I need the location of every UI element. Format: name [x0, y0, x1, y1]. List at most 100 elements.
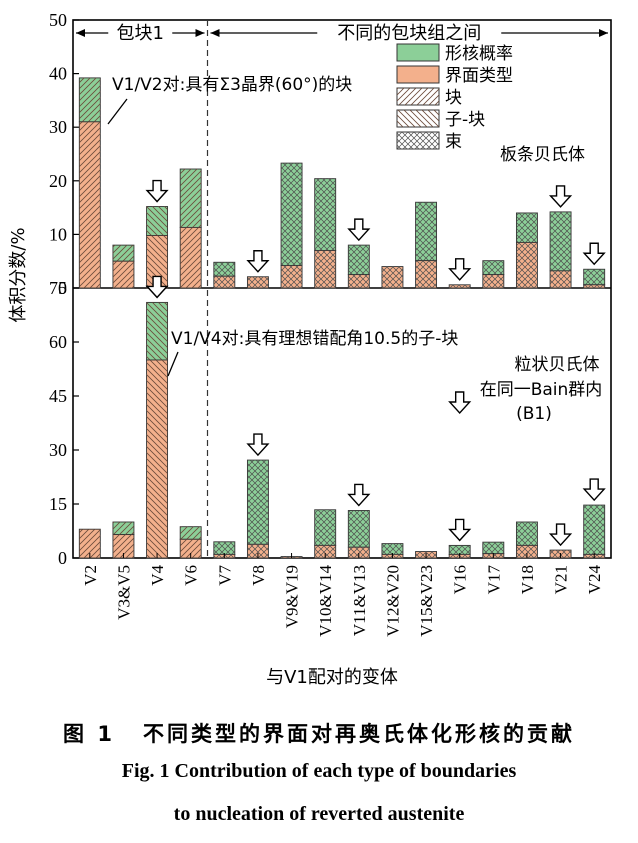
x-tick-label: V15&V23	[417, 565, 436, 637]
down-arrow-bottom	[548, 523, 573, 547]
bar-top-nucleation-pattern	[79, 77, 101, 122]
bar-top-nucleation-pattern	[112, 245, 134, 262]
bar-bottom-nucleation-pattern	[381, 543, 403, 555]
x-tick-label: V9&V19	[283, 565, 302, 628]
x-tick-label: V24	[585, 565, 604, 595]
bar-top-nucleation-pattern	[146, 206, 168, 236]
bar-top-nucleation-pattern	[348, 245, 370, 275]
bar-top-nucleation-pattern	[482, 260, 504, 275]
region-left-arrow-left	[76, 29, 85, 37]
bar-bottom-interface-pattern	[146, 360, 168, 558]
bar-bottom-nucleation-pattern	[583, 505, 605, 555]
bar-bottom-nucleation-pattern	[180, 526, 202, 540]
bar-bottom-nucleation-pattern	[112, 522, 134, 535]
bar-top-interface-pattern	[213, 276, 235, 288]
x-tick-label: V6	[182, 565, 201, 586]
region-left-arrow-right	[195, 29, 205, 37]
y-tick-label-top: 50	[49, 10, 67, 30]
bar-top-interface-pattern	[112, 261, 134, 288]
x-tick-label: V3&V5	[114, 565, 133, 620]
y-tick-label-bottom: 45	[49, 386, 67, 406]
down-arrow-bottom	[347, 483, 371, 507]
y-tick-label-top: 20	[49, 171, 67, 191]
bar-bottom-interface-pattern	[79, 529, 101, 558]
panel-title-granular-bainite: 粒状贝氏体	[515, 355, 600, 375]
bar-bottom-interface-pattern	[112, 534, 134, 558]
bar-bottom-interface-pattern	[516, 545, 538, 558]
x-axis-label: 与V1配对的变体	[266, 667, 398, 688]
bar-top-interface-pattern	[281, 265, 303, 288]
bar-bottom-nucleation-pattern	[146, 302, 168, 360]
y-tick-label-top: 10	[49, 224, 67, 244]
annotation-v1-v2-leader	[107, 98, 128, 125]
region-label-left-bg	[108, 22, 173, 43]
legend-label-interface: 界面类型	[445, 66, 513, 86]
figure-caption-en-line1: Fig. 1 Contribution of each type of boun…	[121, 760, 517, 782]
legend-swatch-pattern-subblock	[397, 110, 439, 127]
bar-bottom-nucleation-pattern	[348, 510, 370, 548]
legend-label-packet: 束	[445, 132, 462, 152]
figure-caption-zh: 图 1 不同类型的界面对再奥氏体化形核的贡献	[0, 718, 638, 748]
region-label-left: 包块1	[117, 23, 164, 44]
x-tick-label: V16	[451, 565, 470, 594]
y-tick-label-bottom: 30	[49, 440, 67, 460]
y-tick-label-top: 0	[58, 278, 67, 298]
bar-top-interface-pattern	[415, 260, 437, 288]
annotation-v1-v4: V1/V4对:具有理想错配角10.5的子-块	[171, 329, 458, 349]
y-tick-label-bottom: 0	[58, 548, 67, 568]
down-arrow-top	[145, 179, 169, 203]
bar-bottom-nucleation-pattern	[449, 545, 471, 555]
panel-subtitle-b1: (B1)	[516, 404, 552, 424]
y-tick-label-top: 40	[49, 64, 67, 84]
x-tick-label: V17	[484, 565, 503, 595]
bar-top-interface-pattern	[583, 284, 605, 288]
bar-top-interface-pattern	[482, 274, 504, 288]
down-arrow-top	[448, 258, 472, 281]
legend-label-subblock: 子-块	[445, 110, 485, 130]
bar-top-nucleation-pattern	[314, 178, 336, 251]
annotation-v1-v4-leader	[167, 351, 179, 377]
bar-top-nucleation-pattern	[180, 169, 202, 228]
legend-swatch-nucleation	[396, 43, 440, 62]
bar-bottom-interface-pattern	[247, 544, 269, 558]
x-tick-label: V7	[215, 565, 234, 586]
bar-top-nucleation-pattern	[583, 269, 605, 285]
x-tick-label: V8	[249, 565, 268, 586]
y-tick-label-bottom: 15	[49, 494, 67, 514]
x-tick-label: V18	[518, 565, 537, 594]
bar-top-interface-pattern	[516, 242, 538, 288]
x-tick-label: V4	[148, 565, 167, 586]
bar-bottom-nucleation-pattern	[314, 509, 336, 546]
down-arrow-bottom	[582, 478, 606, 502]
legend-swatch-interface	[396, 65, 440, 84]
bar-top-interface-pattern	[550, 270, 572, 288]
bar-top-nucleation-pattern	[516, 212, 538, 243]
region-label-right: 不同的包块组之间	[337, 23, 481, 44]
down-arrow-bottom	[246, 433, 270, 457]
x-tick-label: V21	[552, 565, 571, 594]
y-tick-label-top: 30	[49, 117, 67, 137]
y-tick-label-bottom: 75	[49, 278, 67, 298]
bar-bottom-interface-pattern	[180, 539, 202, 558]
figure-caption-en-line2: to nucleation of reverted austenite	[173, 803, 465, 825]
bar-top-nucleation-pattern	[281, 163, 303, 266]
x-tick-label: V11&V13	[350, 565, 369, 636]
figure-title-zh: 不同类型的界面对再奥氏体化形核的贡献	[142, 722, 575, 746]
bar-top-interface-pattern	[146, 235, 168, 288]
x-tick-label: V2	[81, 565, 100, 586]
down-arrow-top	[347, 218, 371, 242]
bar-chart: 包块1 不同的包块组之间 0 10 20 30 40 50 0 15 30 45 60 75 V1/V2对:…	[8, 10, 612, 688]
bar-top-interface-pattern	[348, 274, 370, 288]
bar-top-nucleation-pattern	[213, 262, 235, 277]
legend-label-block: 块	[445, 88, 462, 108]
bar-bottom-interface-pattern	[348, 547, 370, 558]
down-arrow-bottom	[448, 518, 472, 542]
x-tick-label: V12&V20	[383, 565, 402, 637]
down-arrow-bottom	[448, 391, 472, 415]
region-right-arrow-left	[210, 29, 220, 37]
bar-top-interface-pattern	[449, 284, 471, 288]
bar-bottom-nucleation-pattern	[213, 541, 235, 555]
bar-top-nucleation-pattern	[415, 202, 437, 261]
x-tick-label: V10&V14	[316, 565, 335, 637]
figure-number-zh: 图 1	[63, 722, 115, 746]
